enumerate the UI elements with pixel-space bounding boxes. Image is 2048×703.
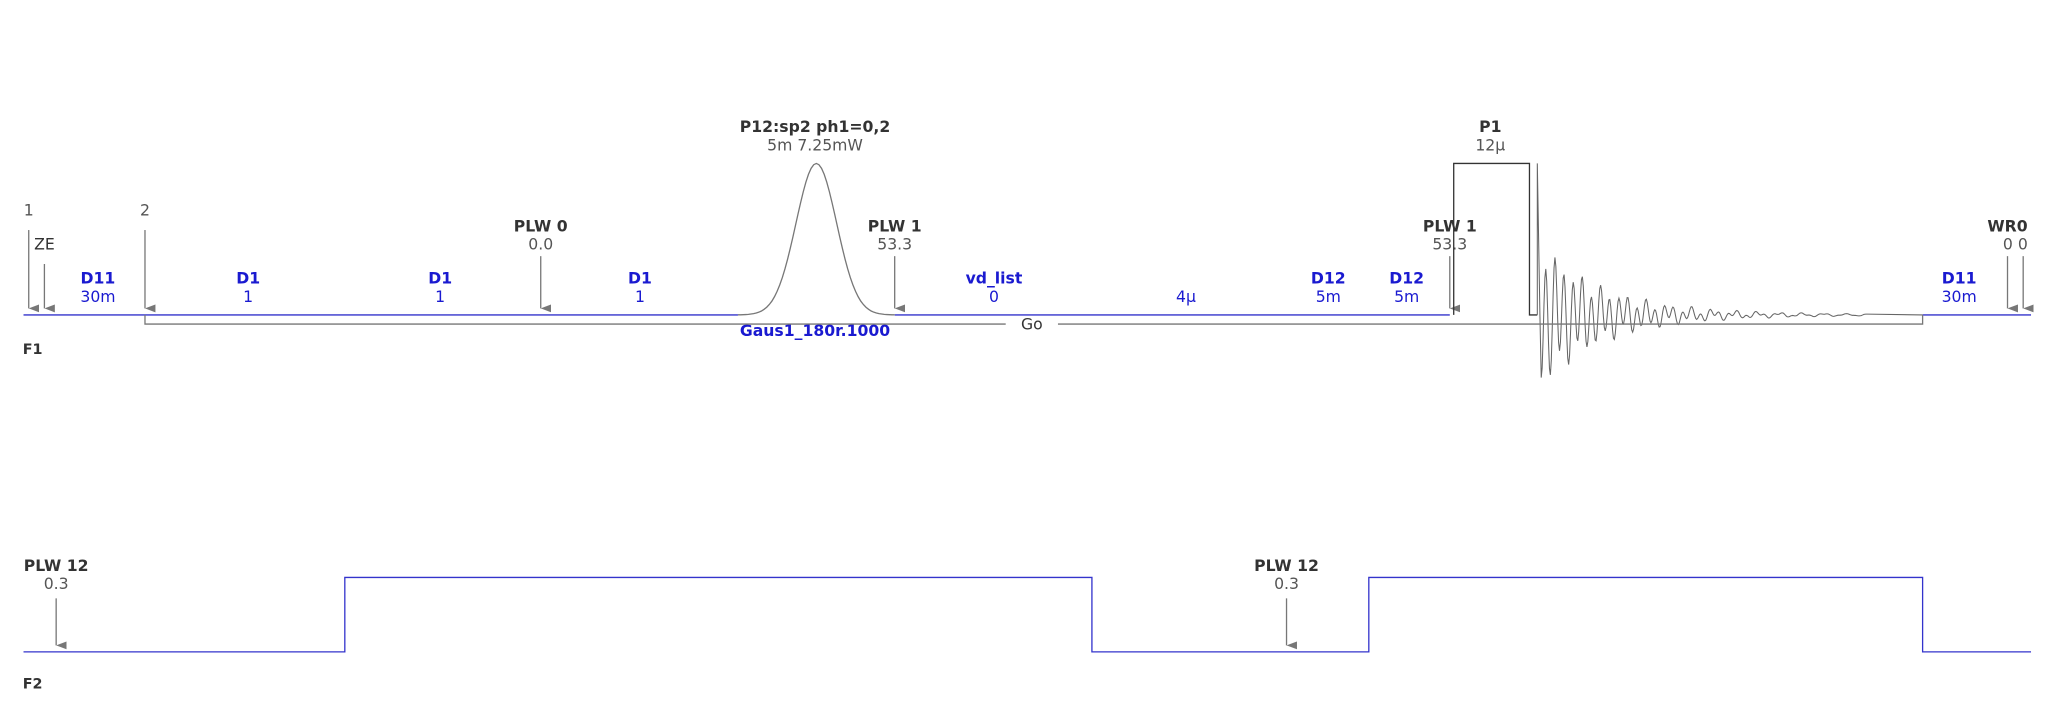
channel-label: F1 <box>23 342 43 358</box>
delay-value: 1 <box>435 287 445 306</box>
delay-value: 30m <box>1942 287 1977 306</box>
command-label: PLW 1 <box>868 216 922 235</box>
command-label: WR0 <box>1987 216 2027 235</box>
command-value: 53.3 <box>1432 235 1467 254</box>
delay-label: D1 <box>428 269 452 288</box>
command-value: 53.3 <box>877 235 912 254</box>
command-label: PLW 1 <box>1423 216 1477 235</box>
delay-value: 5m <box>1394 287 1419 306</box>
delay-value: 1 <box>635 287 645 306</box>
command-value: 0 0 <box>2003 235 2028 254</box>
command-label: PLW 0 <box>514 216 568 235</box>
delay-label: D1 <box>628 269 652 288</box>
delay-label: D11 <box>81 269 116 288</box>
fid <box>1536 163 1923 378</box>
loop-marker: 2 <box>140 201 150 220</box>
delay-value: 1 <box>243 287 253 306</box>
pulse-shape: Gaus1_180r.1000 <box>740 321 890 340</box>
f2-channel: PLW 12 0.3 PLW 12 0.3 F2 <box>23 556 2032 692</box>
pulse-label: P1 <box>1479 117 1501 136</box>
pulse-label: P12:sp2 ph1=0,2 <box>740 117 891 136</box>
channel-label: F2 <box>23 676 43 692</box>
loop-label: Go <box>1021 314 1043 333</box>
delay-value: 4μ <box>1176 287 1196 306</box>
delay-value: 30m <box>80 287 115 306</box>
delay-label: vd_list <box>966 269 1023 288</box>
loop-line <box>144 314 1924 325</box>
command-value: 0.3 <box>1274 574 1299 593</box>
command-value: 0.0 <box>528 235 553 254</box>
delay-label: D1 <box>236 269 260 288</box>
delay-label: D12 <box>1311 269 1346 288</box>
command-label: PLW 12 <box>24 556 89 575</box>
pulse-value: 5m 7.25mW <box>767 135 863 154</box>
command-label: ZE <box>34 235 55 254</box>
pulse-value: 12μ <box>1475 135 1505 154</box>
delay-value: 5m <box>1316 287 1341 306</box>
shaped-pulse <box>737 162 895 316</box>
command-value: 0.3 <box>44 574 69 593</box>
delay-label: D12 <box>1389 269 1424 288</box>
hard-pulse <box>1453 162 1538 316</box>
delay-label: D11 <box>1942 269 1977 288</box>
delay-value: 0 <box>989 287 999 306</box>
f2-power-line <box>23 576 2032 653</box>
loop-marker: 1 <box>24 201 34 220</box>
f1-channel: 1 2 ZE PLW 0 0.0 PLW 1 53.3 PLW 1 53.3 W… <box>23 117 2034 378</box>
command-label: PLW 12 <box>1254 556 1319 575</box>
